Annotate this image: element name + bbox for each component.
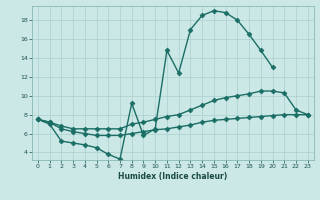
X-axis label: Humidex (Indice chaleur): Humidex (Indice chaleur) bbox=[118, 172, 228, 181]
